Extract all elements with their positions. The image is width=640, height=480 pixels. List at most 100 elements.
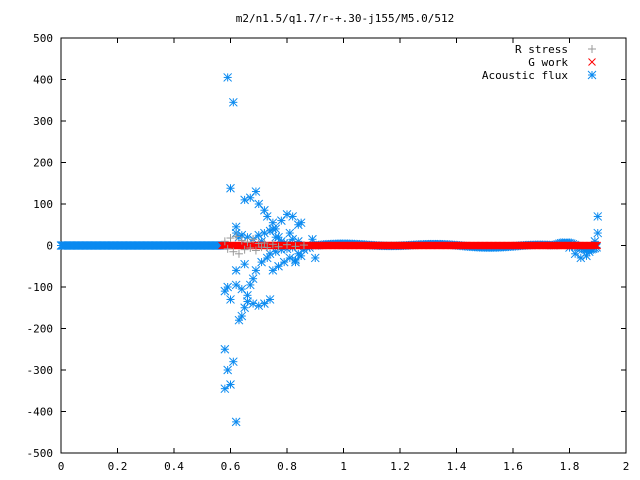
acoustic-flux-point	[226, 183, 235, 193]
x-tick-label: 0.6	[221, 460, 241, 473]
acoustic-flux-point	[296, 218, 306, 228]
r-stress-point	[251, 246, 260, 255]
acoustic-flux-point	[268, 266, 278, 275]
r-stress-point	[249, 235, 258, 244]
r-stress-point	[299, 241, 308, 250]
acoustic-flux-point	[593, 212, 603, 221]
acoustic-flux-point	[576, 253, 586, 263]
acoustic-flux-point	[285, 253, 295, 263]
r-stress-point	[291, 242, 300, 251]
series-r-stress	[220, 232, 308, 258]
acoustic-flux-point	[240, 259, 249, 269]
x-tick-label: 1.8	[560, 460, 580, 473]
legend-label: Acoustic flux	[482, 69, 568, 82]
acoustic-flux-point	[285, 228, 295, 238]
acoustic-flux-point	[257, 257, 266, 267]
x-tick-label: 2	[623, 460, 630, 473]
acoustic-flux-point	[240, 195, 249, 205]
y-tick-label: -200	[27, 323, 54, 336]
acoustic-flux-point	[243, 290, 252, 300]
y-tick-label: 300	[33, 115, 53, 128]
series-acoustic-flux	[56, 73, 603, 427]
y-tick-label: 400	[33, 74, 53, 87]
acoustic-flux-point	[223, 282, 233, 292]
r-stress-point	[223, 244, 232, 253]
y-tick-label: 0	[46, 240, 53, 253]
g-work-point	[591, 241, 599, 250]
acoustic-flux-point	[260, 299, 269, 308]
acoustic-flux-point	[274, 261, 283, 271]
legend-marker	[588, 58, 596, 66]
r-stress-point	[246, 243, 255, 252]
r-stress-point	[260, 239, 269, 248]
acoustic-flux-point	[228, 357, 238, 367]
y-tick-label: 200	[33, 157, 53, 170]
acoustic-flux-point	[223, 365, 233, 375]
acoustic-flux-point	[260, 228, 269, 238]
acoustic-flux-point	[248, 299, 258, 308]
acoustic-flux-point	[293, 249, 303, 259]
acoustic-flux-point	[310, 253, 320, 263]
acoustic-flux-point	[282, 210, 292, 219]
y-tick-label: -400	[27, 406, 54, 419]
y-tick-label: -100	[27, 281, 54, 294]
x-tick-label: 0.2	[108, 460, 128, 473]
acoustic-flux-point	[231, 417, 241, 427]
plot-area: 0 0.2 0.4 0.6 0.8 1 1.2 1.4 1.6 1.8 2 500 400 300 200 1…	[27, 32, 630, 473]
acoustic-flux-point	[265, 295, 275, 304]
r-stress-point	[226, 234, 235, 243]
y-tick-label: 100	[33, 198, 53, 211]
acoustic-flux-point	[254, 301, 264, 311]
acoustic-flux-point	[231, 266, 241, 275]
x-tick-label: 0	[58, 460, 65, 473]
x-tick-label: 1.4	[447, 460, 467, 473]
acoustic-flux-point	[288, 212, 298, 221]
chart-title: m2/n1.5/q1.7/r-+.30-j155/M5.0/512	[236, 12, 455, 25]
x-tick-label: 0.4	[164, 460, 184, 473]
acoustic-flux-point	[251, 266, 261, 275]
acoustic-flux-point	[268, 224, 278, 234]
y-tick-label: -300	[27, 364, 54, 377]
r-stress-point	[274, 242, 283, 251]
r-stress-point	[283, 240, 291, 249]
acoustic-flux-point	[226, 295, 235, 304]
legend-marker	[587, 70, 597, 80]
legend-label: R stress	[515, 43, 568, 56]
acoustic-flux-point	[251, 187, 261, 196]
acoustic-flux-point	[231, 280, 241, 290]
x-tick-label: 0.8	[277, 460, 297, 473]
x-tick-label: 1	[340, 460, 347, 473]
acoustic-flux-point	[593, 228, 603, 238]
acoustic-flux-point	[240, 303, 249, 313]
r-stress-point	[237, 236, 246, 245]
acoustic-flux-point	[220, 344, 230, 354]
x-tick-label: 1.6	[503, 460, 523, 473]
y-tick-label: -500	[27, 447, 54, 460]
legend-label: G work	[528, 56, 568, 69]
acoustic-flux-point	[237, 311, 247, 321]
r-stress-point	[243, 238, 252, 247]
acoustic-flux-point	[279, 257, 289, 267]
acoustic-flux-point	[262, 253, 272, 263]
y-tick-label: 500	[33, 32, 53, 45]
g-work-point	[592, 241, 600, 250]
acoustic-flux-point	[291, 257, 300, 267]
acoustic-flux-point	[248, 274, 258, 284]
r-stress-point	[229, 247, 238, 256]
r-stress-point	[234, 249, 243, 258]
r-stress-point	[268, 240, 277, 249]
acoustic-flux-point	[220, 384, 230, 394]
acoustic-flux-point	[237, 230, 247, 240]
x-tick-label: 1.2	[390, 460, 410, 473]
series-g-work	[218, 241, 602, 250]
g-work-point	[593, 241, 602, 250]
r-stress-point	[220, 237, 229, 246]
acoustic-flux-point	[223, 73, 233, 82]
acoustic-flux-point	[228, 97, 238, 107]
legend-marker	[588, 45, 596, 53]
g-work-point	[589, 241, 598, 250]
r-stress-point	[240, 245, 249, 254]
r-stress-point	[232, 232, 241, 241]
